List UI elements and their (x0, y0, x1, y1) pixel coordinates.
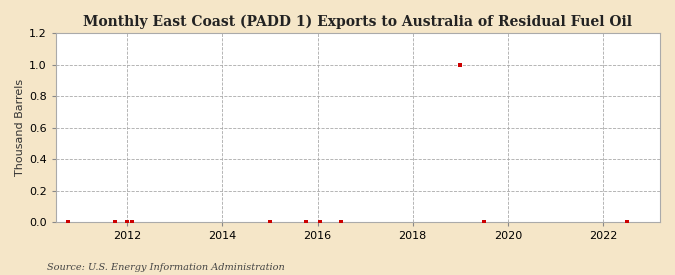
Y-axis label: Thousand Barrels: Thousand Barrels (15, 79, 25, 177)
Point (300, 220, 311, 225)
Point (455, 63, 466, 67)
Point (62, 220, 73, 225)
Point (110, 220, 121, 225)
Title: Monthly East Coast (PADD 1) Exports to Australia of Residual Fuel Oil: Monthly East Coast (PADD 1) Exports to A… (84, 15, 632, 29)
Point (479, 220, 489, 225)
Point (621, 220, 632, 225)
Text: Source: U.S. Energy Information Administration: Source: U.S. Energy Information Administ… (47, 263, 285, 271)
Point (265, 220, 275, 225)
Point (315, 220, 325, 225)
Point (336, 220, 347, 225)
Point (127, 220, 138, 225)
Point (122, 220, 133, 225)
